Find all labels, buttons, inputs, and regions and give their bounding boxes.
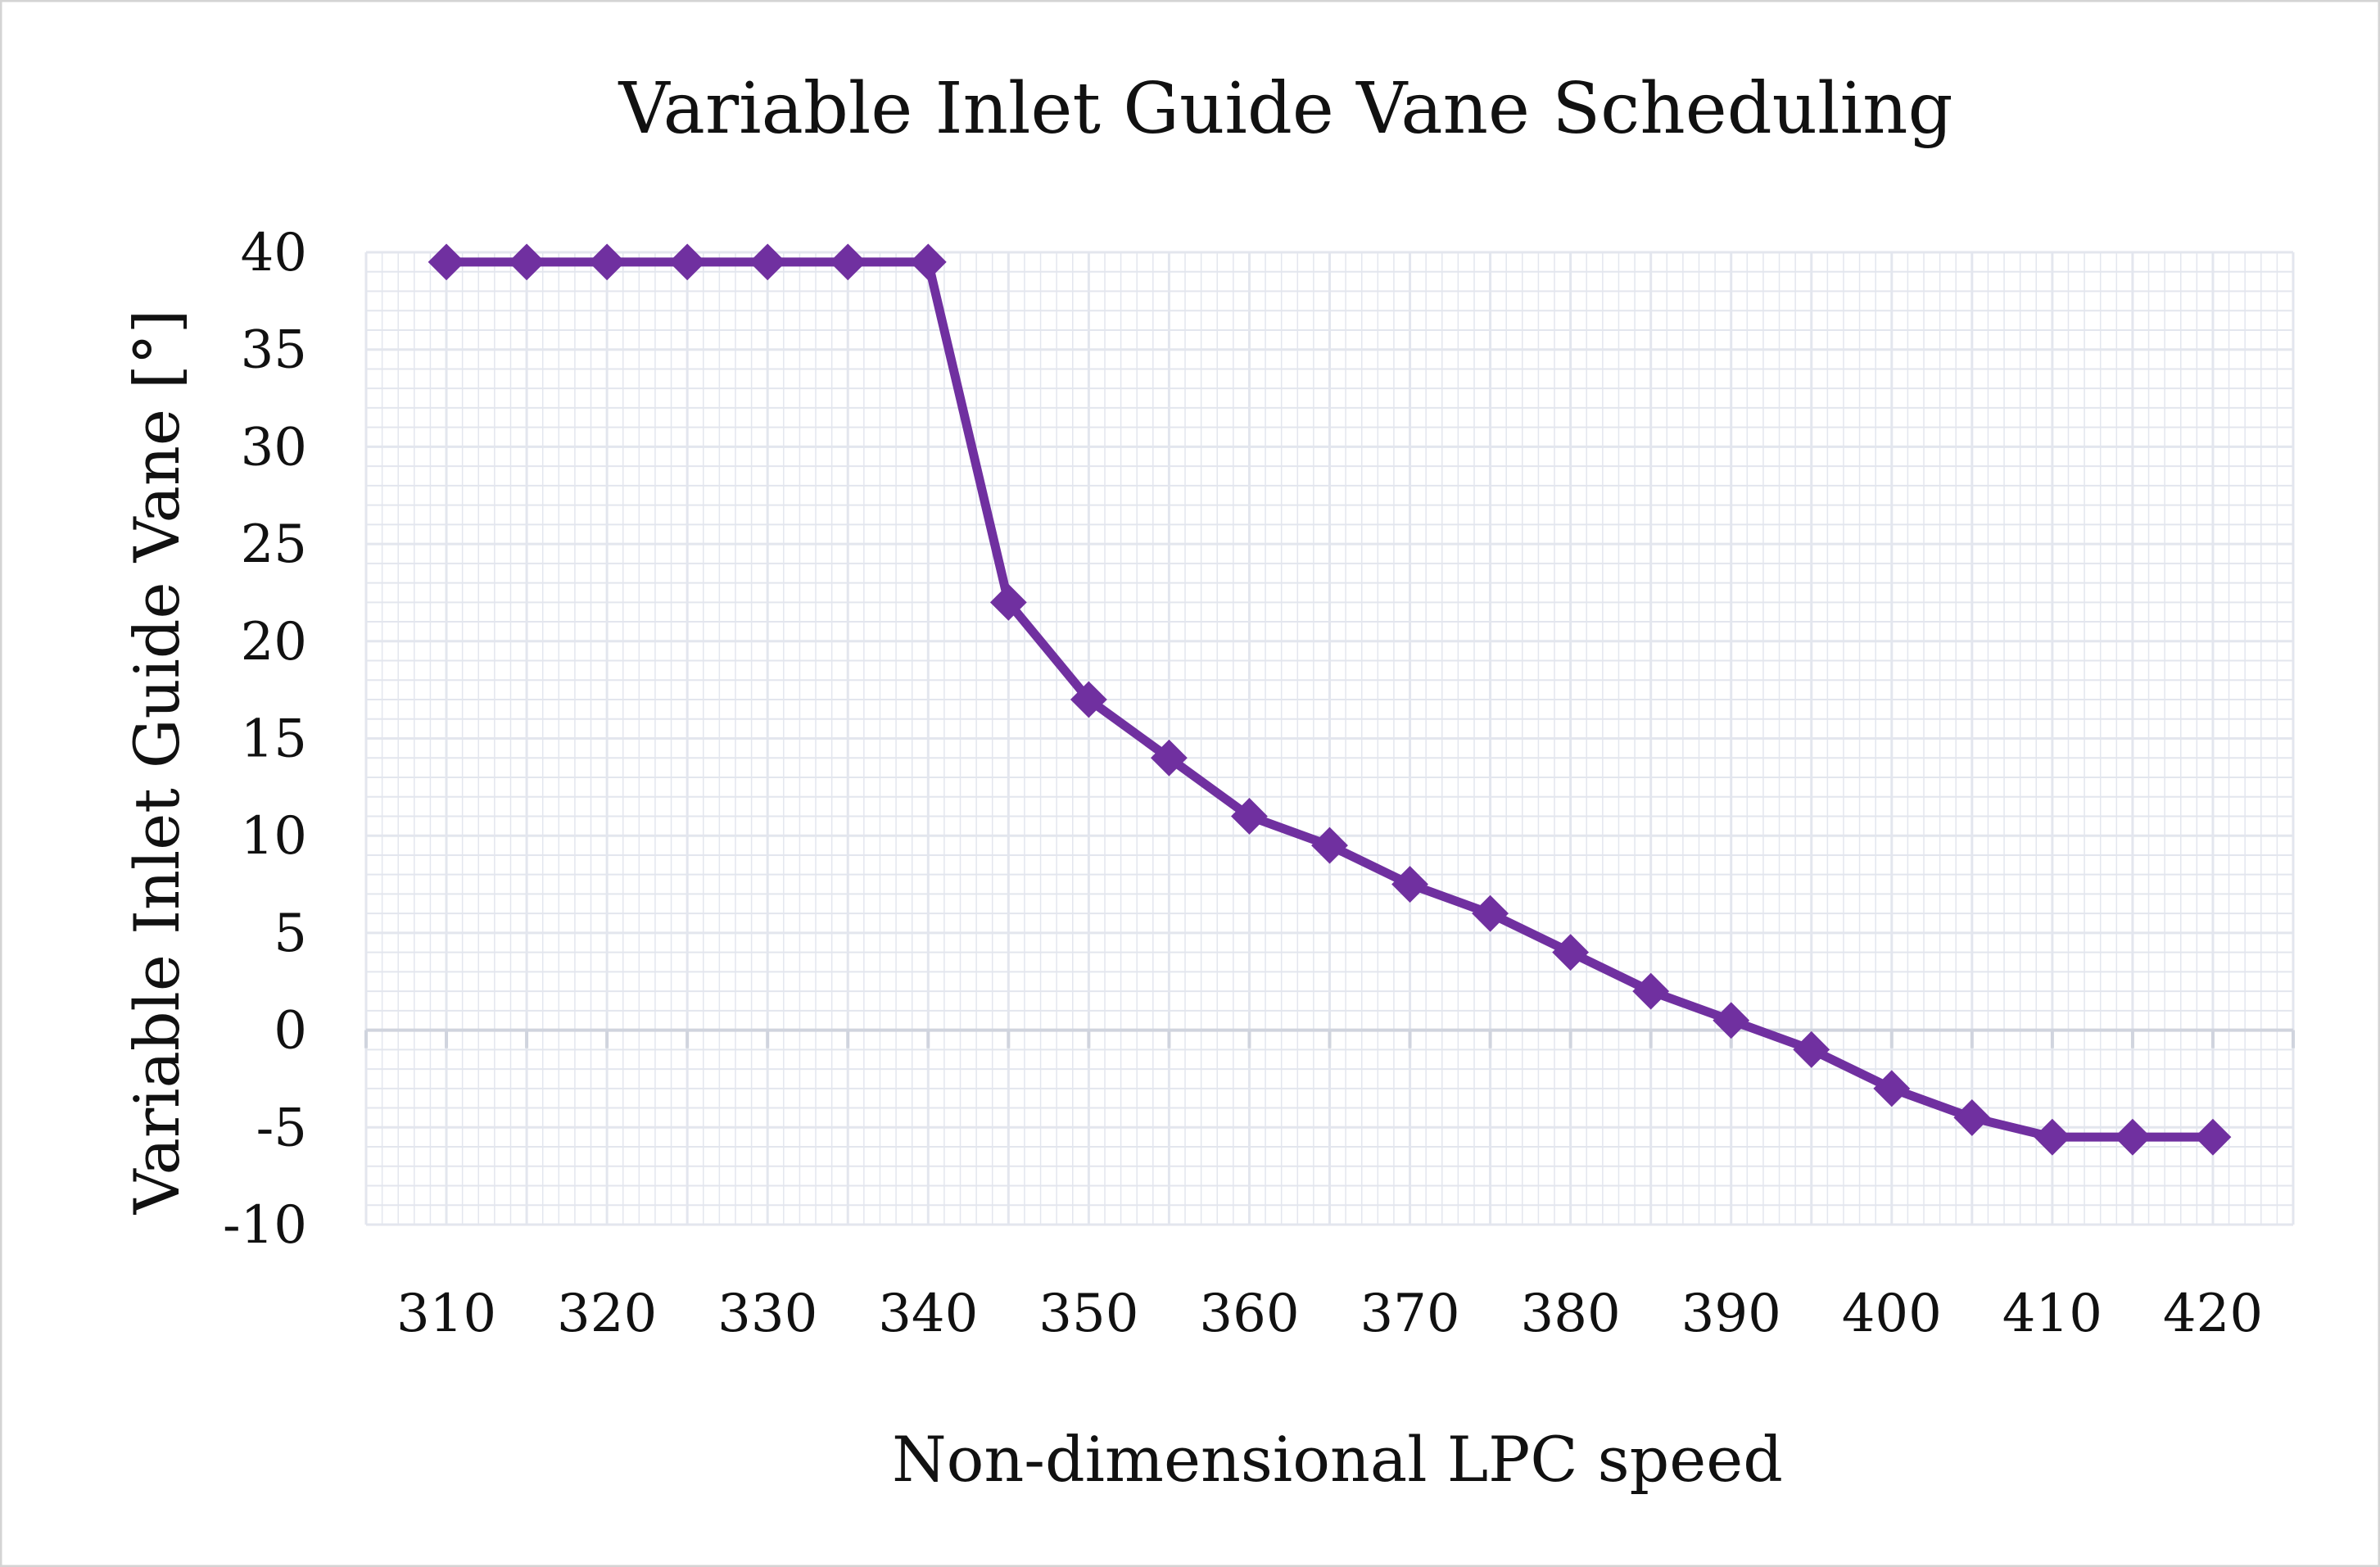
- y-tick-label: -10: [223, 1195, 307, 1256]
- data-point-marker: [1873, 1070, 1911, 1107]
- data-point-marker: [749, 243, 786, 281]
- data-point-marker: [1311, 827, 1348, 864]
- data-point-marker: [1793, 1030, 1830, 1068]
- axes: [364, 1028, 2295, 1048]
- y-tick-label: 15: [241, 709, 307, 770]
- data-point-marker: [1151, 739, 1188, 777]
- data-point-marker: [1070, 681, 1107, 718]
- x-tick-label: 340: [878, 1284, 978, 1344]
- data-point-marker: [1713, 1002, 1750, 1039]
- y-tick-label: 35: [241, 320, 307, 381]
- y-tick-label: -5: [256, 1098, 307, 1158]
- data-point-marker: [989, 583, 1027, 621]
- y-axis-label: Variable Inlet Guide Vane [°]: [120, 310, 193, 1216]
- data-point-marker: [1231, 798, 1268, 835]
- data-point-marker: [428, 243, 465, 281]
- data-point-marker: [508, 243, 545, 281]
- data-point-marker: [668, 243, 706, 281]
- x-tick-label: 310: [396, 1284, 496, 1344]
- x-tick-label: 320: [557, 1284, 657, 1344]
- x-tick-labels: 310 320 330 340 350 360 370 380 390 400 410 420: [396, 1284, 2263, 1344]
- y-tick-label: 25: [241, 514, 307, 575]
- y-tick-label: 10: [241, 806, 307, 867]
- data-point-marker: [829, 243, 866, 281]
- chart-title: Variable Inlet Guide Vane Scheduling: [618, 68, 1952, 150]
- x-tick-label: 350: [1038, 1284, 1138, 1344]
- y-tick-label: 5: [274, 904, 307, 964]
- data-point-marker: [909, 243, 947, 281]
- x-tick-label: 390: [1681, 1284, 1781, 1344]
- x-tick-label: 410: [2002, 1284, 2102, 1344]
- x-axis-label: Non-dimensional LPC speed: [892, 1423, 1783, 1496]
- data-point-marker: [588, 243, 626, 281]
- x-tick-label: 380: [1521, 1284, 1621, 1344]
- data-point-marker: [1953, 1099, 1991, 1136]
- x-tick-label: 360: [1199, 1284, 1299, 1344]
- data-point-marker: [2114, 1118, 2152, 1156]
- x-tick-label: 330: [717, 1284, 817, 1344]
- series-group: [428, 243, 2232, 1156]
- data-point-marker: [1472, 894, 1509, 932]
- data-point-marker: [1632, 972, 1670, 1010]
- data-point-marker: [1391, 866, 1428, 903]
- x-tick-label: 370: [1360, 1284, 1459, 1344]
- data-point-marker: [1552, 934, 1590, 971]
- data-point-marker: [2034, 1118, 2071, 1156]
- y-tick-label: 40: [241, 223, 307, 283]
- x-tick-label: 420: [2163, 1284, 2263, 1344]
- x-tick-label: 400: [1842, 1284, 1942, 1344]
- y-tick-labels: 40 35 30 25 20 15 10 5 0 -5 -10: [223, 223, 307, 1256]
- gridlines: [364, 251, 2295, 1226]
- y-tick-label: 0: [274, 1001, 307, 1062]
- y-tick-label: 20: [241, 612, 307, 673]
- y-tick-label: 30: [241, 417, 307, 478]
- data-point-marker: [2194, 1118, 2232, 1156]
